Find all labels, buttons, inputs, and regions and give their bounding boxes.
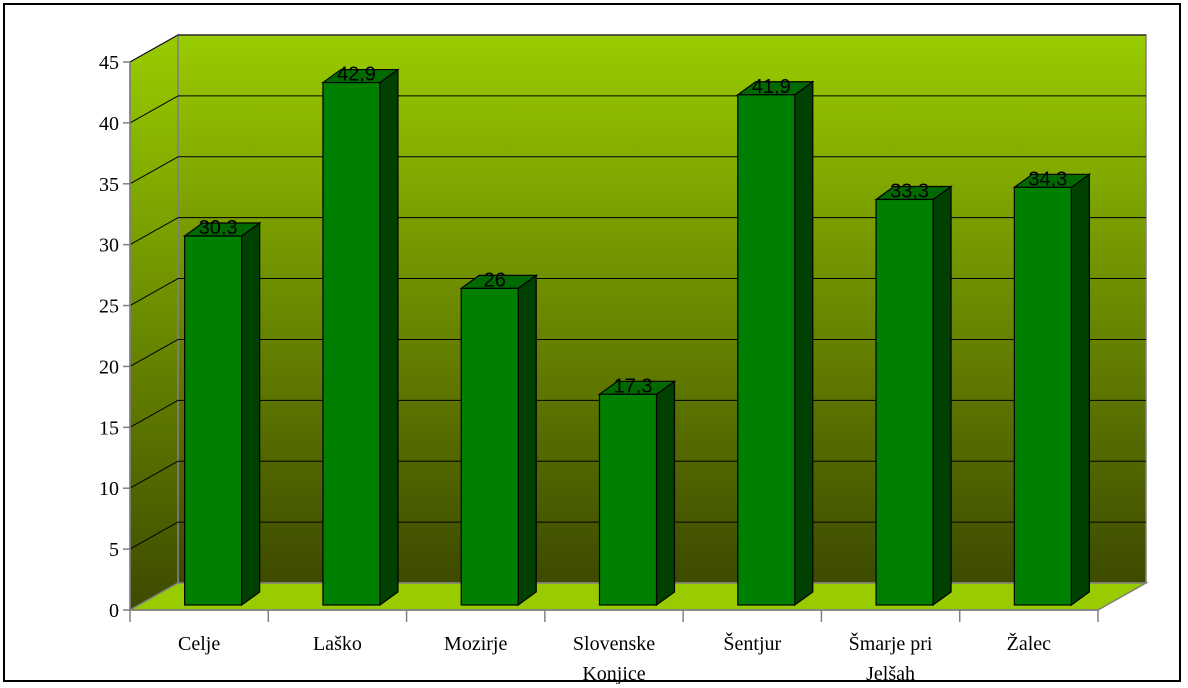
gridline-depth <box>129 521 179 550</box>
gridline-depth <box>129 217 179 246</box>
bar-side <box>517 274 537 607</box>
y-tick-label: 20 <box>99 356 119 378</box>
category-label-line: Celje <box>178 633 220 655</box>
bar-chart: 0 5 10 15 20 25 30 35 40 45 30,3 Celje 42,9 Laško 26 Mo… <box>99 33 1149 684</box>
bar-side <box>379 68 399 607</box>
bar-side <box>794 80 814 607</box>
y-tick-label: 15 <box>99 417 119 439</box>
category-label-line: Konjice <box>582 663 645 684</box>
gridline-depth <box>129 156 179 185</box>
y-tick-label: 10 <box>99 478 119 500</box>
data-label: 34,3 <box>1028 168 1067 190</box>
bar <box>460 287 519 606</box>
category-label: Slovenske Konjice <box>573 633 655 684</box>
bar-side <box>655 380 676 607</box>
y-tick-label: 0 <box>109 600 119 622</box>
data-label: 33,3 <box>890 180 929 202</box>
data-label: 30,3 <box>199 217 238 239</box>
y-tick-label: 40 <box>99 113 119 135</box>
gridline-depth <box>129 95 179 124</box>
bar-side <box>1070 173 1090 607</box>
bar-side <box>241 221 261 607</box>
bar-side <box>932 185 952 607</box>
bar <box>598 393 658 606</box>
y-tick-label: 30 <box>99 235 119 257</box>
bar <box>322 81 381 606</box>
bar <box>1013 186 1072 606</box>
y-tick-label: 35 <box>99 174 119 196</box>
data-label: 26 <box>484 269 506 291</box>
category-label: Šentjur <box>723 631 781 655</box>
category-label-line: Šmarje pri <box>849 631 933 655</box>
gridline-depth <box>129 339 179 367</box>
category-label: Celje <box>178 633 220 655</box>
category-label-line: Jelšah <box>866 663 915 684</box>
category-label-line: Laško <box>313 633 362 655</box>
category-label-line: Žalec <box>1007 632 1052 655</box>
gridline-depth <box>129 278 179 306</box>
chart-frame: 0 5 10 15 20 25 30 35 40 45 30,3 Celje 42,9 Laško 26 Mo… <box>3 3 1181 684</box>
y-tick-label: 5 <box>109 539 119 561</box>
bar <box>184 235 243 606</box>
gridline-depth <box>129 399 179 428</box>
data-label: 41,9 <box>752 76 791 98</box>
gridline-depth <box>129 34 179 63</box>
data-label: 42,9 <box>337 64 376 86</box>
y-tick-label: 25 <box>99 296 119 318</box>
y-tick-label: 45 <box>99 52 119 74</box>
side-wall <box>129 33 179 612</box>
category-label-line: Šentjur <box>723 631 781 655</box>
bar <box>737 94 796 606</box>
category-label-line: Mozirje <box>444 633 507 655</box>
data-label: 17,3 <box>614 375 653 397</box>
category-label: Šmarje pri Jelšah <box>849 631 933 684</box>
category-label: Žalec <box>1007 632 1052 655</box>
category-label-line: Slovenske <box>573 633 655 655</box>
gridline-depth <box>129 460 179 489</box>
bar <box>875 198 934 606</box>
category-label: Laško <box>313 633 362 655</box>
category-label: Mozirje <box>444 633 507 655</box>
